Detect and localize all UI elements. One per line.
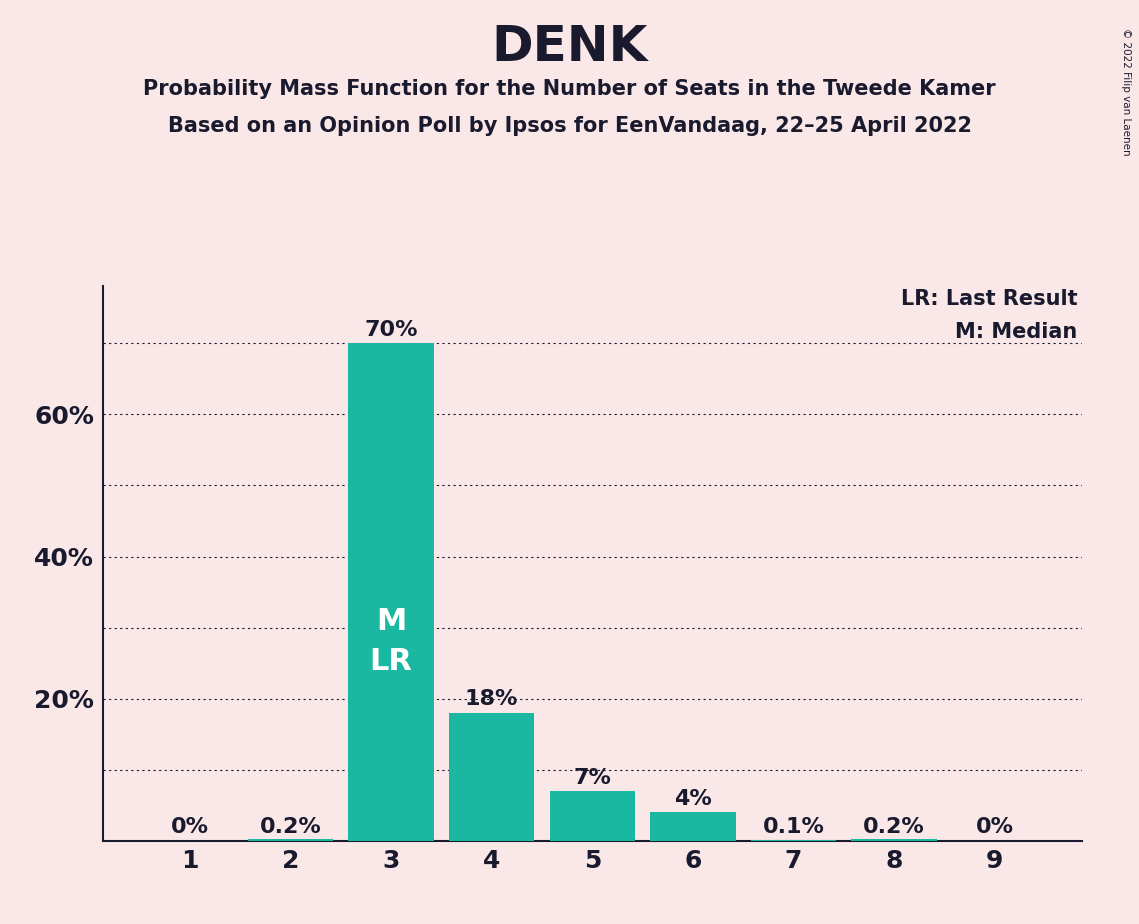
Text: 0.1%: 0.1% [763,818,825,837]
Bar [549,791,636,841]
Text: 0%: 0% [171,818,208,837]
Bar [349,344,434,841]
Text: 4%: 4% [674,789,712,808]
Text: 18%: 18% [465,689,518,710]
Text: 0.2%: 0.2% [863,818,925,837]
Text: LR: LR [369,647,412,676]
Bar [650,812,736,841]
Text: Probability Mass Function for the Number of Seats in the Tweede Kamer: Probability Mass Function for the Number… [144,79,995,99]
Text: 7%: 7% [573,768,612,787]
Text: LR: Last Result: LR: Last Result [901,289,1077,310]
Text: 0%: 0% [976,818,1014,837]
Text: M: M [376,607,407,637]
Bar [247,839,334,841]
Text: 70%: 70% [364,320,418,340]
Text: 0.2%: 0.2% [260,818,321,837]
Bar [851,839,937,841]
Text: DENK: DENK [491,23,648,71]
Text: © 2022 Filip van Laenen: © 2022 Filip van Laenen [1121,28,1131,155]
Text: M: Median: M: Median [954,322,1077,343]
Text: Based on an Opinion Poll by Ipsos for EenVandaag, 22–25 April 2022: Based on an Opinion Poll by Ipsos for Ee… [167,116,972,136]
Bar [449,713,534,841]
